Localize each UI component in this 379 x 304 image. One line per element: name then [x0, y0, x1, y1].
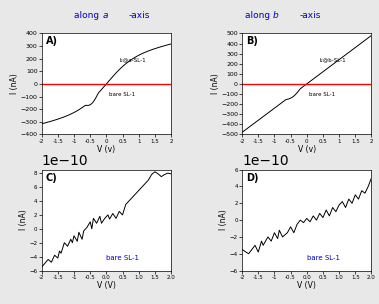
- Y-axis label: I (nA): I (nA): [219, 210, 229, 230]
- Text: C): C): [45, 173, 57, 183]
- Text: I₂@a-SL-1: I₂@a-SL-1: [119, 58, 146, 63]
- X-axis label: V (v): V (v): [97, 145, 115, 154]
- Text: I₂@b-SL-1: I₂@b-SL-1: [320, 58, 346, 63]
- Text: A): A): [45, 36, 58, 47]
- Text: bare SL-1: bare SL-1: [106, 255, 139, 261]
- X-axis label: V (V): V (V): [298, 281, 316, 290]
- Text: -axis: -axis: [299, 11, 321, 20]
- Y-axis label: I (nA): I (nA): [19, 210, 28, 230]
- Text: bare SL-1: bare SL-1: [109, 92, 135, 97]
- Text: D): D): [246, 173, 258, 183]
- Y-axis label: I (nA): I (nA): [10, 74, 19, 94]
- Text: bare SL-1: bare SL-1: [309, 92, 335, 97]
- Text: bare SL-1: bare SL-1: [307, 255, 340, 261]
- X-axis label: V (v): V (v): [298, 145, 316, 154]
- Text: B): B): [246, 36, 258, 47]
- Text: along: along: [74, 11, 102, 20]
- Text: b: b: [273, 11, 279, 20]
- Y-axis label: I (nA): I (nA): [211, 74, 219, 94]
- Text: along: along: [245, 11, 273, 20]
- Text: -axis: -axis: [129, 11, 150, 20]
- Text: a: a: [102, 11, 108, 20]
- X-axis label: V (V): V (V): [97, 281, 116, 290]
